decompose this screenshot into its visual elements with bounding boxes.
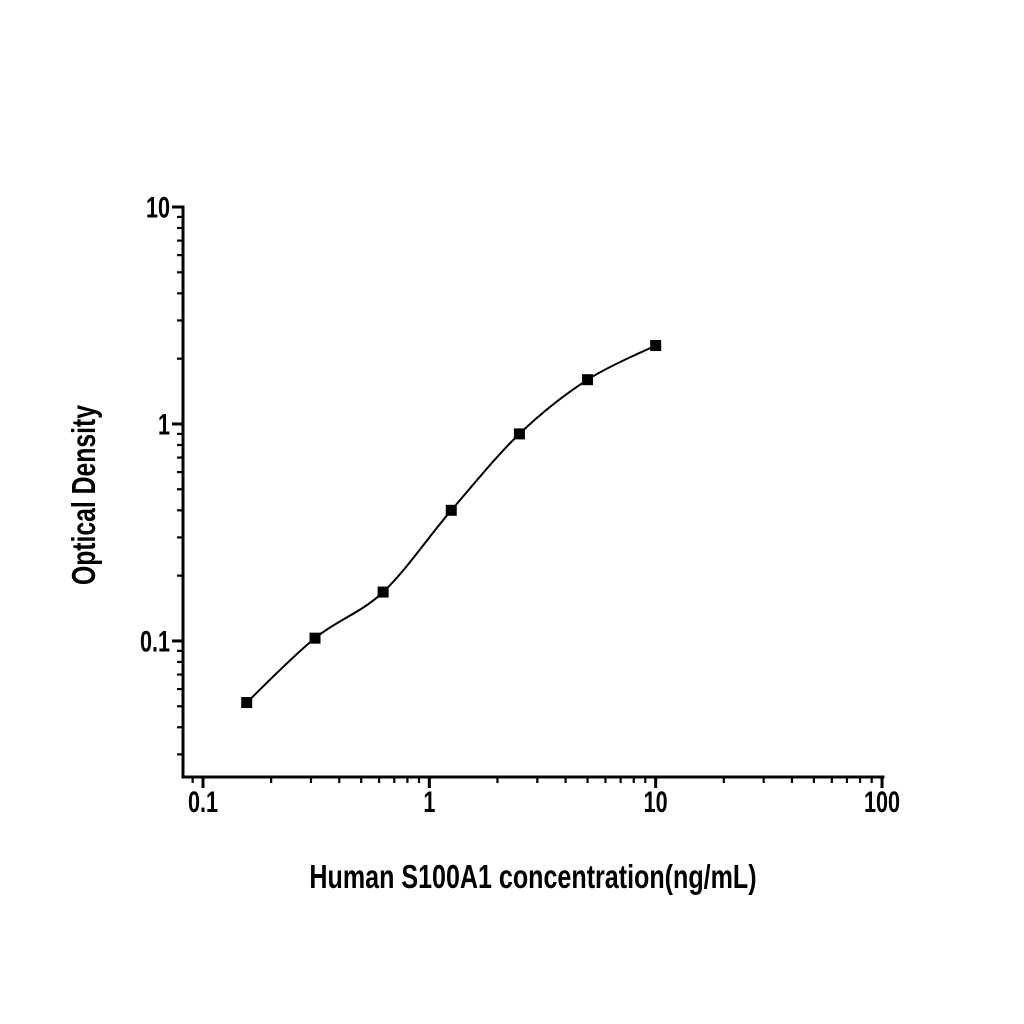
data-point-marker bbox=[309, 632, 321, 644]
data-point-marker bbox=[445, 504, 457, 516]
x-axis-tick-label: 0.1 bbox=[188, 784, 218, 818]
x-axis-tick-label: 10 bbox=[644, 784, 668, 818]
data-point-marker bbox=[650, 339, 662, 351]
y-axis-title: Optical Density bbox=[67, 404, 103, 585]
x-axis-title: Human S100A1 concentration(ng/mL) bbox=[309, 859, 756, 896]
data-point-marker bbox=[241, 697, 253, 709]
x-axis-tick-label: 100 bbox=[864, 784, 900, 818]
x-axis-tick-label: 1 bbox=[423, 784, 435, 818]
y-axis-tick-label: 1 bbox=[158, 407, 170, 441]
data-point-marker bbox=[513, 428, 525, 440]
y-axis-tick-label: 10 bbox=[146, 190, 170, 224]
standard-curve-line bbox=[246, 344, 657, 704]
data-point-marker bbox=[377, 586, 389, 598]
y-axis-tick-label: 0.1 bbox=[140, 624, 170, 658]
data-point-marker bbox=[582, 374, 594, 386]
